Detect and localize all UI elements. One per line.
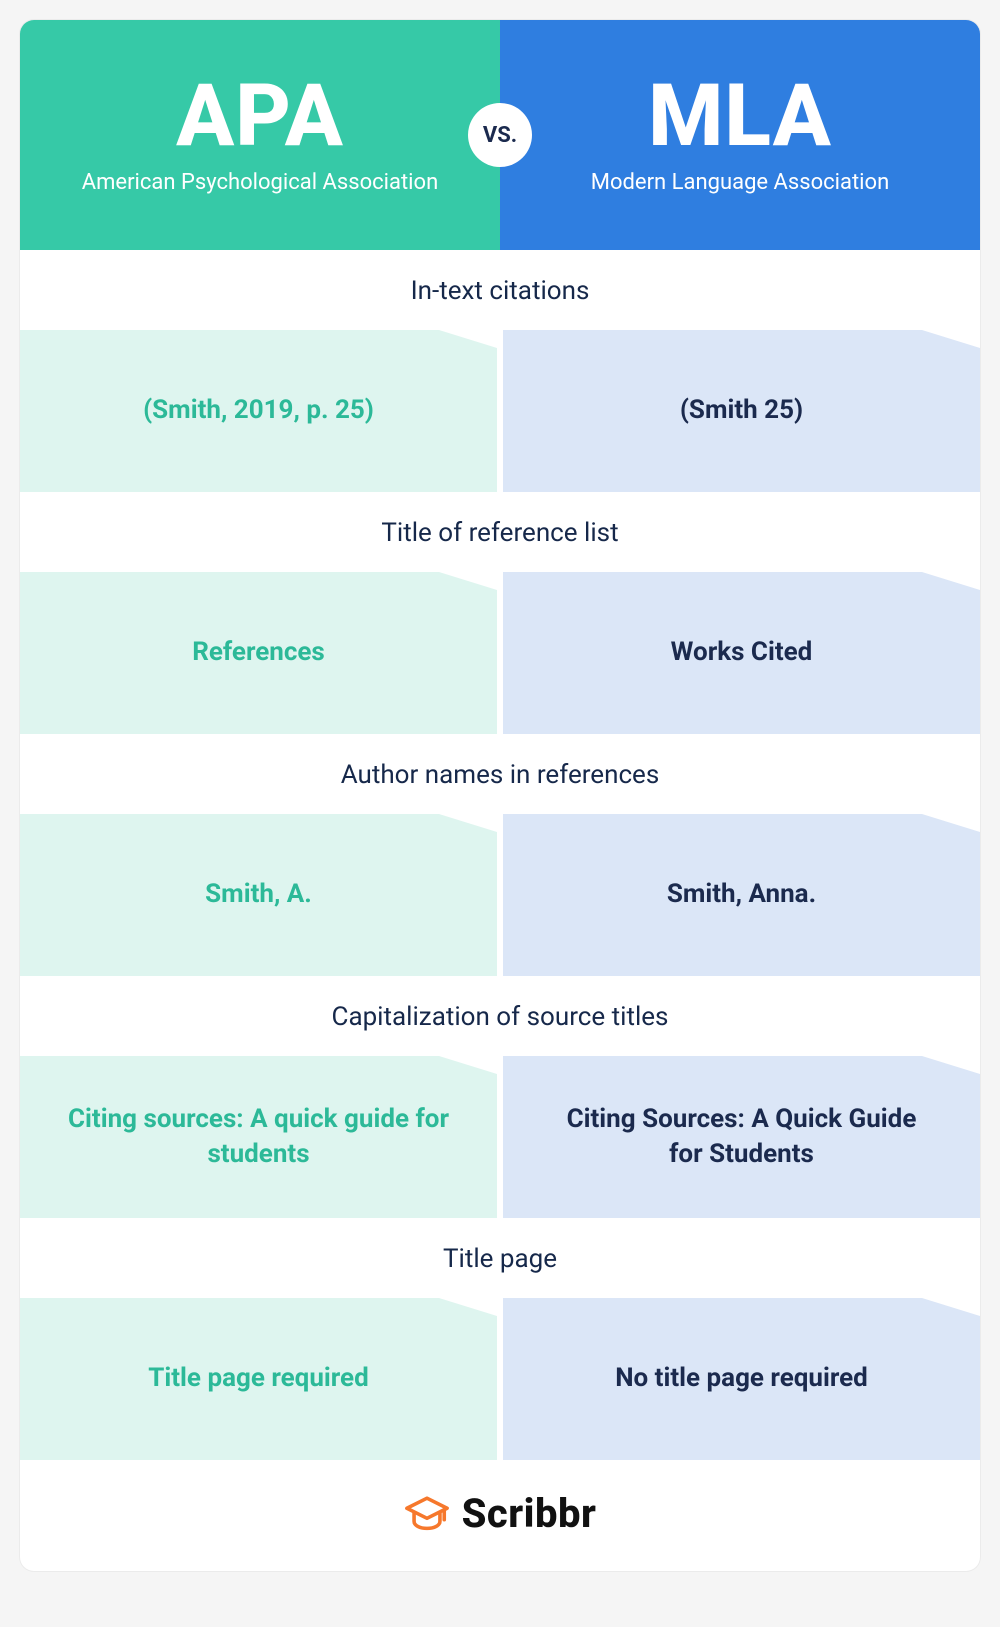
mla-cell: (Smith 25) xyxy=(503,330,980,492)
comparison-row: Title page requiredNo title page require… xyxy=(20,1298,980,1460)
section-label: Author names in references xyxy=(20,734,980,814)
mla-cell: No title page required xyxy=(503,1298,980,1460)
mla-fullname: Modern Language Association xyxy=(591,169,889,197)
graduation-cap-icon xyxy=(404,1491,450,1537)
section-label: In-text citations xyxy=(20,250,980,330)
vs-text: VS. xyxy=(483,123,517,148)
footer-brand: Scribbr xyxy=(462,1490,597,1537)
apa-abbr: APA xyxy=(176,73,344,159)
mla-cell: Smith, Anna. xyxy=(503,814,980,976)
mla-cell: Works Cited xyxy=(503,572,980,734)
header-mla: MLA Modern Language Association xyxy=(500,20,980,250)
vs-badge: VS. xyxy=(468,103,532,167)
mla-abbr: MLA xyxy=(648,73,832,159)
comparison-row: (Smith, 2019, p. 25)(Smith 25) xyxy=(20,330,980,492)
section-label: Capitalization of source titles xyxy=(20,976,980,1056)
apa-cell: Smith, A. xyxy=(20,814,497,976)
header-apa: APA American Psychological Association xyxy=(20,20,500,250)
comparison-row: Smith, A.Smith, Anna. xyxy=(20,814,980,976)
apa-cell: References xyxy=(20,572,497,734)
apa-cell: Citing sources: A quick guide for studen… xyxy=(20,1056,497,1218)
apa-cell: (Smith, 2019, p. 25) xyxy=(20,330,497,492)
section-label: Title page xyxy=(20,1218,980,1298)
header: APA American Psychological Association M… xyxy=(20,20,980,250)
comparison-row: ReferencesWorks Cited xyxy=(20,572,980,734)
section-label: Title of reference list xyxy=(20,492,980,572)
sections-container: In-text citations(Smith, 2019, p. 25)(Sm… xyxy=(20,250,980,1460)
comparison-row: Citing sources: A quick guide for studen… xyxy=(20,1056,980,1218)
comparison-card: APA American Psychological Association M… xyxy=(20,20,980,1571)
mla-cell: Citing Sources: A Quick Guide for Studen… xyxy=(503,1056,980,1218)
apa-cell: Title page required xyxy=(20,1298,497,1460)
footer: Scribbr xyxy=(20,1460,980,1571)
apa-fullname: American Psychological Association xyxy=(82,169,438,197)
